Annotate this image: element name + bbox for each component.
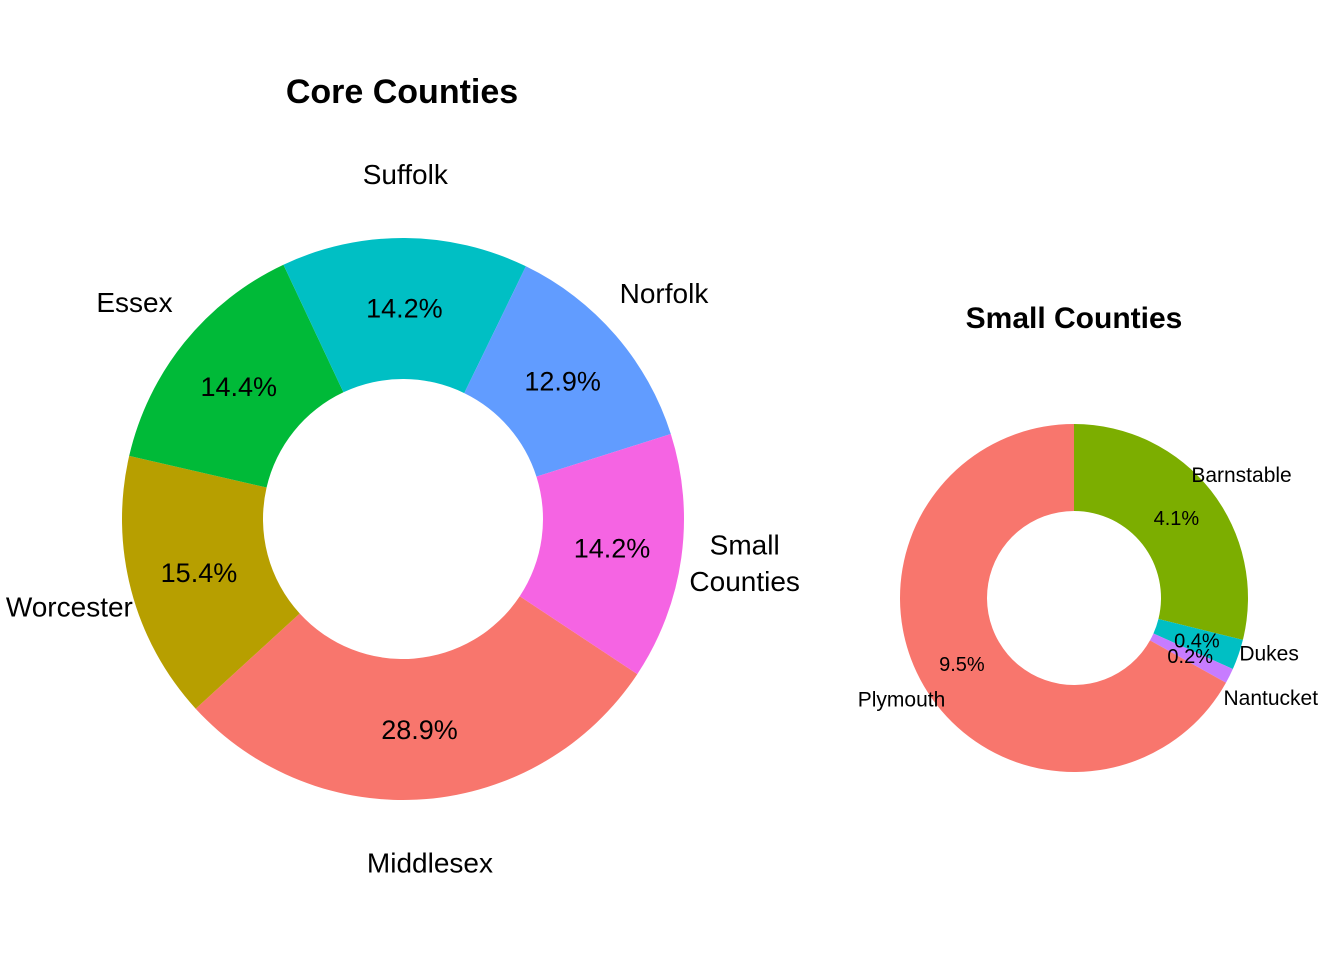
small-counties-title: Small Counties (966, 302, 1183, 335)
core-pct-suffolk: 14.2% (366, 293, 443, 323)
core-slice-labels: Middlesex Worcester Essex Suffolk Norfolk Sma… (6, 159, 800, 879)
small-label-barnstable: Barnstable (1191, 464, 1291, 487)
core-slice-middlesex (195, 596, 638, 800)
core-pct-worcester: 15.4% (161, 558, 238, 588)
small-pct-labels: 4.1% 0.4%0.2% 9.5% (939, 508, 1220, 676)
core-pct-norfolk: 12.9% (524, 366, 601, 396)
core-pct-small-counties: 14.2% (574, 534, 651, 564)
small-pct-plymouth: 9.5% (939, 654, 985, 676)
small-label-nantucket: Nantucket (1224, 687, 1319, 710)
core-slice-small-counties (519, 433, 684, 675)
core-pct-middlesex: 28.9% (381, 715, 458, 745)
core-slices (121, 238, 684, 800)
core-label-suffolk: Suffolk (363, 159, 449, 190)
small-label-dukes: Dukes (1239, 643, 1299, 666)
small-pct-dukes: 0.4% (1174, 630, 1220, 652)
core-slice-suffolk (283, 238, 526, 394)
small-slice-nantucket (1149, 633, 1233, 683)
core-label-middlesex: Middlesex (367, 848, 493, 879)
core-label-essex: Essex (96, 287, 172, 318)
small-slice-dukes (1153, 618, 1243, 670)
small-slice-plymouth (900, 424, 1226, 772)
core-counties-title: Core Counties (286, 73, 518, 111)
core-label-worcester: Worcester (6, 592, 133, 623)
core-slice-worcester (121, 455, 300, 709)
core-pct-essex: 14.4% (201, 372, 278, 402)
core-counties-chart: Core Counties 28.9% 15.4% 14.4% 14.2% 12.9% 1… (6, 73, 800, 879)
core-pct-labels: 28.9% 15.4% 14.4% 14.2% 12.9% 14.2% (161, 293, 651, 744)
core-label-norfolk: Norfolk (620, 278, 710, 309)
small-slices (900, 424, 1248, 772)
small-counties-chart: Small Counties 4.1% 0.4%0.2% 9.5% Barnstab… (858, 302, 1318, 772)
core-slice-norfolk (464, 266, 671, 477)
core-slice-essex (129, 264, 344, 488)
small-slice-labels: Barnstable Dukes Nantucket Plymouth (858, 464, 1318, 711)
small-pct-barnstable: 4.1% (1154, 508, 1200, 530)
small-pct-nantucket: 0.2% (1167, 646, 1213, 668)
small-slice-barnstable (1074, 424, 1248, 640)
small-label-plymouth: Plymouth (858, 689, 946, 712)
core-label-small-counties: Small Counties (689, 529, 800, 596)
